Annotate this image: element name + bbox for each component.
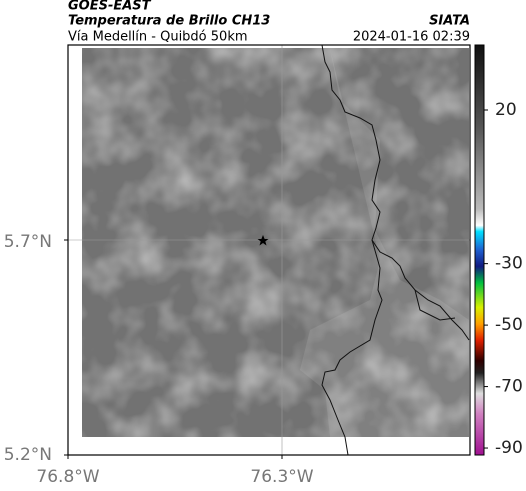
colorbar-tick-label: -30 (495, 254, 523, 274)
source: SIATA (429, 14, 470, 29)
map-frame (67, 44, 471, 456)
lat-tick-label: 5.2°N (4, 445, 52, 465)
colorbar-tick-label: -70 (495, 377, 523, 397)
colorbar-tick-label: -50 (495, 315, 523, 335)
subtitle: Temperatura de Brillo CH13 (68, 14, 270, 29)
lon-tick-label: 76.3°W (250, 467, 313, 487)
datetime: 2024-01-16 02:39 (353, 30, 470, 45)
map (67, 44, 471, 456)
colorbar-tick-label: -90 (495, 438, 523, 458)
border (414, 289, 456, 321)
colorbar-scale (474, 44, 485, 456)
lon-tick-label: 76.8°W (36, 467, 99, 487)
location-star (257, 235, 269, 246)
border (321, 239, 383, 456)
location: Vía Medellín - Quibdó 50km (68, 30, 248, 45)
lat-tick-label: 5.7°N (4, 232, 52, 252)
colorbar: 20 -30 -50 -70 -90 (474, 44, 523, 458)
raster-texture (82, 48, 469, 437)
title: GOES-EAST (68, 0, 152, 14)
colorbar-tick-label: 20 (495, 100, 517, 120)
border (321, 44, 470, 341)
